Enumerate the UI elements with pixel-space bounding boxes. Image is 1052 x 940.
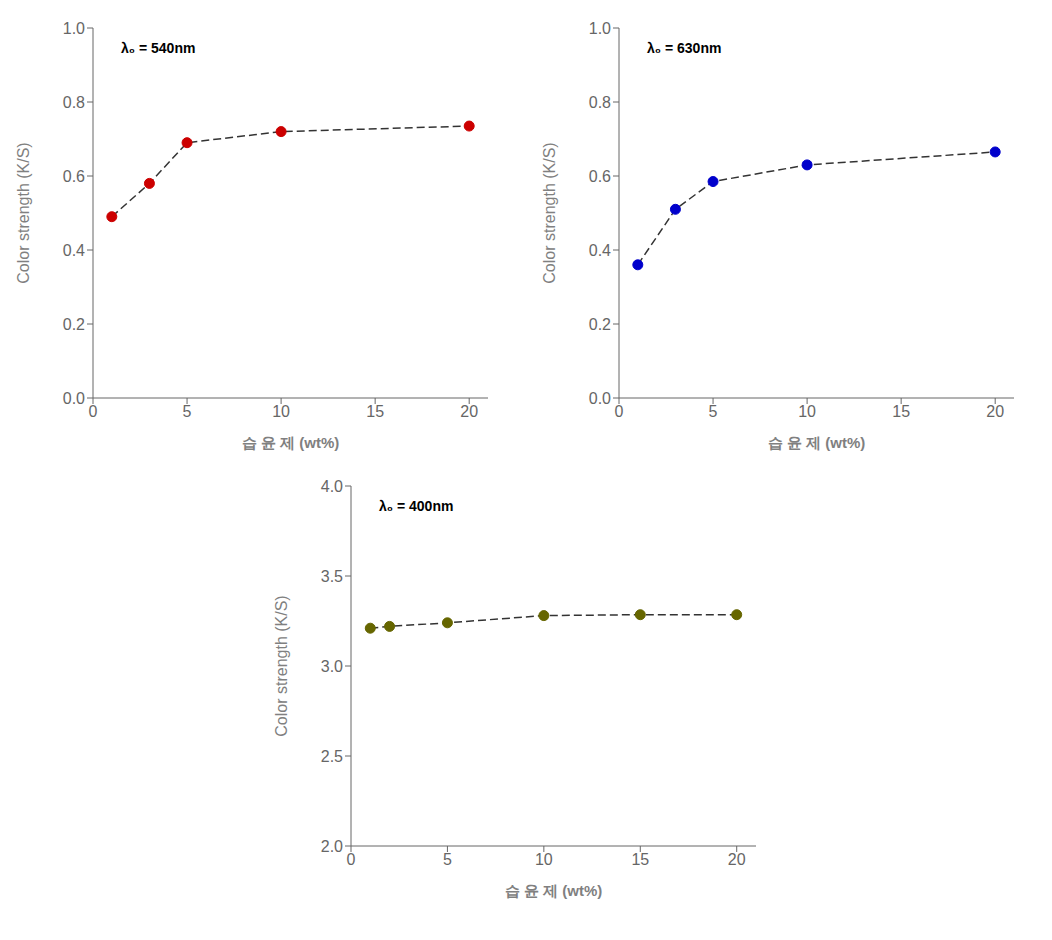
svg-text:15: 15 — [366, 403, 384, 420]
svg-text:5: 5 — [183, 403, 192, 420]
svg-text:0.6: 0.6 — [63, 168, 85, 185]
svg-text:습 윤 제 (wt%): 습 윤 제 (wt%) — [505, 882, 603, 899]
svg-text:20: 20 — [460, 403, 478, 420]
svg-text:15: 15 — [631, 851, 649, 868]
svg-text:Color strength (K/S): Color strength (K/S) — [15, 142, 32, 283]
svg-text:10: 10 — [272, 403, 290, 420]
svg-text:15: 15 — [892, 403, 910, 420]
svg-text:0: 0 — [615, 403, 624, 420]
svg-text:10: 10 — [535, 851, 553, 868]
svg-text:2.0: 2.0 — [321, 838, 343, 855]
svg-text:1.0: 1.0 — [63, 20, 85, 37]
svg-text:0.0: 0.0 — [589, 390, 611, 407]
html-text:λ₀ = 400nm: λ₀ = 400nm — [379, 498, 454, 514]
html-text:λ₀ = 540nm: λ₀ = 540nm — [121, 40, 196, 56]
svg-text:10: 10 — [798, 403, 816, 420]
svg-text:0.6: 0.6 — [589, 168, 611, 185]
svg-text:3.0: 3.0 — [321, 658, 343, 675]
svg-text:0.4: 0.4 — [63, 242, 85, 259]
svg-text:Color strength (K/S): Color strength (K/S) — [273, 595, 290, 736]
svg-text:3.5: 3.5 — [321, 568, 343, 585]
svg-text:0: 0 — [89, 403, 98, 420]
svg-text:5: 5 — [709, 403, 718, 420]
svg-text:4.0: 4.0 — [321, 478, 343, 495]
svg-text:Color strength (K/S): Color strength (K/S) — [541, 142, 558, 283]
html-text:λ₀ = 630nm: λ₀ = 630nm — [647, 40, 722, 56]
svg-text:20: 20 — [728, 851, 746, 868]
svg-text:0.2: 0.2 — [63, 316, 85, 333]
svg-text:0.8: 0.8 — [63, 94, 85, 111]
svg-text:습 윤 제 (wt%): 습 윤 제 (wt%) — [242, 434, 340, 451]
svg-text:5: 5 — [443, 851, 452, 868]
svg-text:0: 0 — [347, 851, 356, 868]
svg-text:0.8: 0.8 — [589, 94, 611, 111]
svg-text:0.4: 0.4 — [589, 242, 611, 259]
svg-text:1.0: 1.0 — [589, 20, 611, 37]
svg-text:2.5: 2.5 — [321, 748, 343, 765]
svg-text:습 윤 제 (wt%): 습 윤 제 (wt%) — [768, 434, 866, 451]
svg-text:20: 20 — [986, 403, 1004, 420]
svg-text:0.0: 0.0 — [63, 390, 85, 407]
svg-text:0.2: 0.2 — [589, 316, 611, 333]
